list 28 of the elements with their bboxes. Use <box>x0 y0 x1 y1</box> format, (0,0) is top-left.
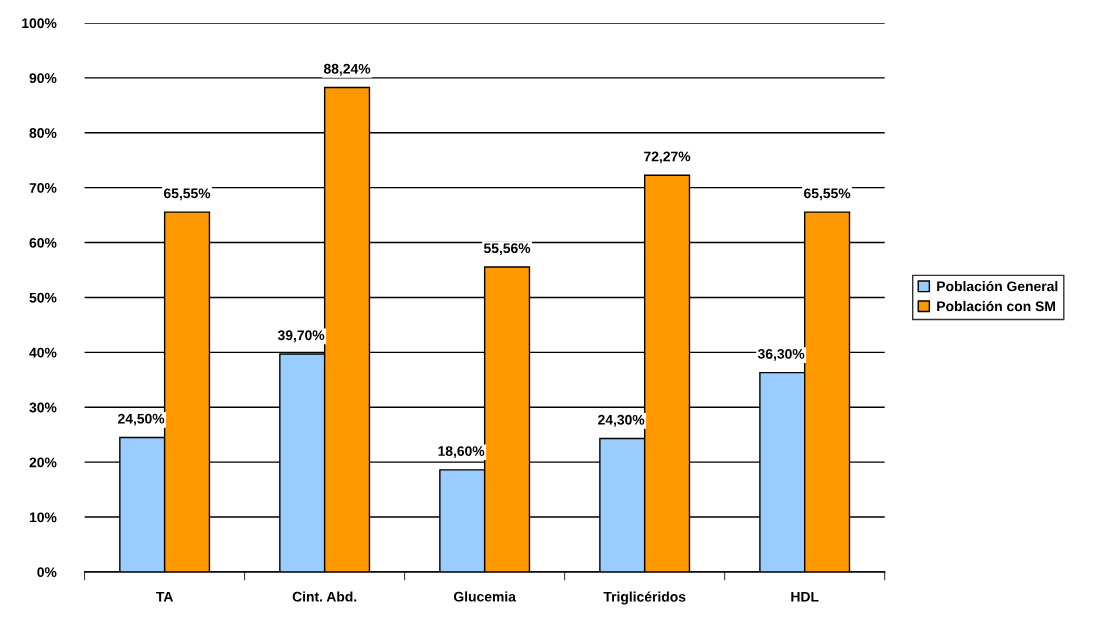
x-tick-label: Triglicéridos <box>603 591 686 605</box>
y-tick-label: 90% <box>29 73 57 84</box>
data-label: 39,70% <box>277 330 325 343</box>
y-tick-label: 60% <box>29 237 57 248</box>
y-tick-label: 40% <box>29 347 57 358</box>
data-label: 36,30% <box>757 348 805 361</box>
data-label: 72,27% <box>644 151 691 164</box>
data-label: 24,30% <box>598 414 645 427</box>
y-tick-label: 20% <box>29 457 57 468</box>
data-label: 65,55% <box>804 188 851 201</box>
x-tick-label: TA <box>156 591 174 602</box>
data-label: 88,24% <box>323 63 371 76</box>
data-label: 55,56% <box>483 243 531 256</box>
legend-label: Población General <box>937 280 1058 292</box>
data-label: 65,55% <box>163 188 211 201</box>
y-tick-label: 100% <box>22 18 57 29</box>
data-label: 18,60% <box>438 446 485 458</box>
y-tick-label: 10% <box>29 512 57 523</box>
x-tick-label: HDL <box>791 591 819 602</box>
x-tick-label: Glucemia <box>453 591 517 602</box>
y-tick-label: 50% <box>29 292 57 303</box>
x-tick-label: Cint. Abd. <box>292 591 357 602</box>
legend-label: Población con SM <box>937 300 1055 312</box>
data-label: 24,50% <box>118 413 165 426</box>
y-tick-label: 30% <box>29 402 57 413</box>
y-tick-label: 80% <box>29 128 57 138</box>
y-tick-label: 0% <box>37 567 57 578</box>
y-tick-label: 70% <box>29 183 57 193</box>
